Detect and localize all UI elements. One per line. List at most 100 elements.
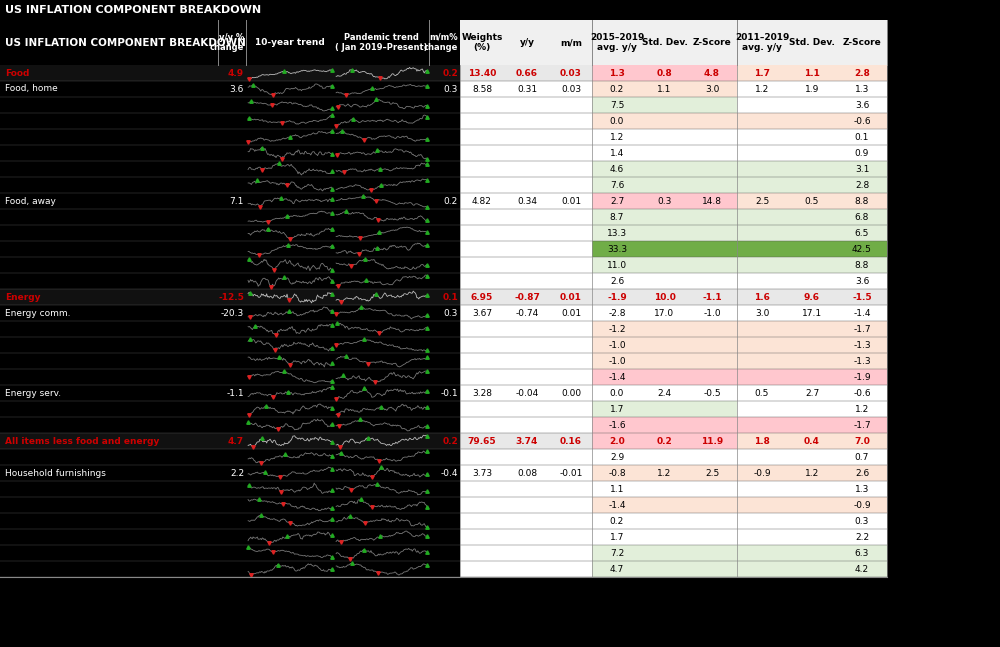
Bar — [0, 369, 460, 385]
Bar — [737, 433, 787, 449]
Bar — [460, 257, 887, 273]
Bar — [737, 257, 787, 273]
Text: 1.2: 1.2 — [610, 133, 624, 142]
Text: 13.3: 13.3 — [607, 228, 627, 237]
Bar — [460, 20, 887, 65]
Text: 3.0: 3.0 — [705, 85, 719, 94]
Text: 4.2: 4.2 — [855, 564, 869, 573]
Text: 1.3: 1.3 — [609, 69, 625, 78]
Bar — [592, 465, 642, 481]
Bar — [837, 161, 887, 177]
Bar — [837, 369, 887, 385]
Bar — [837, 209, 887, 225]
Bar — [737, 113, 787, 129]
Bar — [687, 369, 737, 385]
Bar — [687, 401, 737, 417]
Bar — [687, 161, 737, 177]
Bar — [837, 241, 887, 257]
Text: 0.00: 0.00 — [561, 388, 581, 397]
Bar — [592, 337, 687, 353]
Bar — [737, 337, 787, 353]
Bar — [687, 321, 737, 337]
Bar — [642, 465, 687, 481]
Text: 2.2: 2.2 — [230, 468, 244, 477]
Bar — [592, 257, 642, 273]
Text: 4.6: 4.6 — [610, 164, 624, 173]
Bar — [460, 289, 887, 305]
Bar — [0, 209, 460, 225]
Text: Std. Dev.: Std. Dev. — [642, 38, 687, 47]
Text: -1.9: -1.9 — [607, 292, 627, 302]
Bar — [737, 257, 837, 273]
Bar — [592, 241, 642, 257]
Text: 2.8: 2.8 — [855, 181, 869, 190]
Text: -1.0: -1.0 — [608, 356, 626, 366]
Bar — [592, 161, 642, 177]
Bar — [687, 561, 737, 577]
Bar — [460, 273, 887, 289]
Bar — [687, 545, 737, 561]
Text: -0.74: -0.74 — [515, 309, 539, 318]
Bar — [0, 449, 460, 465]
Bar — [737, 209, 837, 225]
Bar — [642, 193, 687, 209]
Text: -12.5: -12.5 — [218, 292, 244, 302]
Bar — [0, 225, 460, 241]
Text: 2.4: 2.4 — [657, 388, 672, 397]
Bar — [460, 513, 887, 529]
Bar — [737, 241, 787, 257]
Text: 1.4: 1.4 — [610, 149, 624, 157]
Bar — [837, 353, 887, 369]
Text: -1.0: -1.0 — [608, 340, 626, 349]
Bar — [787, 433, 837, 449]
Text: -0.01: -0.01 — [559, 468, 583, 477]
Text: 1.8: 1.8 — [754, 437, 770, 446]
Bar — [837, 257, 887, 273]
Bar — [687, 465, 737, 481]
Bar — [592, 97, 687, 113]
Text: -0.6: -0.6 — [853, 388, 871, 397]
Bar — [642, 65, 687, 81]
Bar — [0, 0, 1000, 20]
Bar — [837, 545, 887, 561]
Bar — [592, 417, 687, 433]
Bar — [0, 177, 460, 193]
Bar — [460, 209, 887, 225]
Text: 1.6: 1.6 — [754, 292, 770, 302]
Text: -1.4: -1.4 — [853, 309, 871, 318]
Bar — [592, 225, 642, 241]
Bar — [737, 209, 787, 225]
Text: 2.9: 2.9 — [610, 452, 624, 461]
Bar — [592, 113, 687, 129]
Bar — [460, 193, 887, 209]
Bar — [737, 193, 787, 209]
Bar — [837, 65, 887, 81]
Text: Energy comm.: Energy comm. — [5, 309, 70, 318]
Bar — [0, 20, 460, 65]
Text: -1.7: -1.7 — [853, 421, 871, 430]
Text: 1.2: 1.2 — [755, 85, 769, 94]
Bar — [737, 161, 837, 177]
Text: 1.1: 1.1 — [610, 485, 624, 494]
Text: 3.6: 3.6 — [855, 100, 869, 109]
Bar — [460, 225, 887, 241]
Bar — [737, 225, 837, 241]
Bar — [687, 241, 737, 257]
Bar — [0, 401, 460, 417]
Text: m/m%
change: m/m% change — [424, 33, 458, 52]
Bar — [837, 561, 887, 577]
Bar — [737, 177, 787, 193]
Bar — [687, 257, 737, 273]
Text: -0.87: -0.87 — [514, 292, 540, 302]
Text: 1.7: 1.7 — [610, 532, 624, 542]
Text: 8.58: 8.58 — [472, 85, 492, 94]
Bar — [460, 65, 887, 81]
Bar — [737, 417, 837, 433]
Text: 14.8: 14.8 — [702, 197, 722, 206]
Text: 6.5: 6.5 — [855, 228, 869, 237]
Text: 2.5: 2.5 — [705, 468, 719, 477]
Text: 13.40: 13.40 — [468, 69, 496, 78]
Bar — [737, 417, 787, 433]
Bar — [460, 97, 887, 113]
Text: 0.01: 0.01 — [560, 292, 582, 302]
